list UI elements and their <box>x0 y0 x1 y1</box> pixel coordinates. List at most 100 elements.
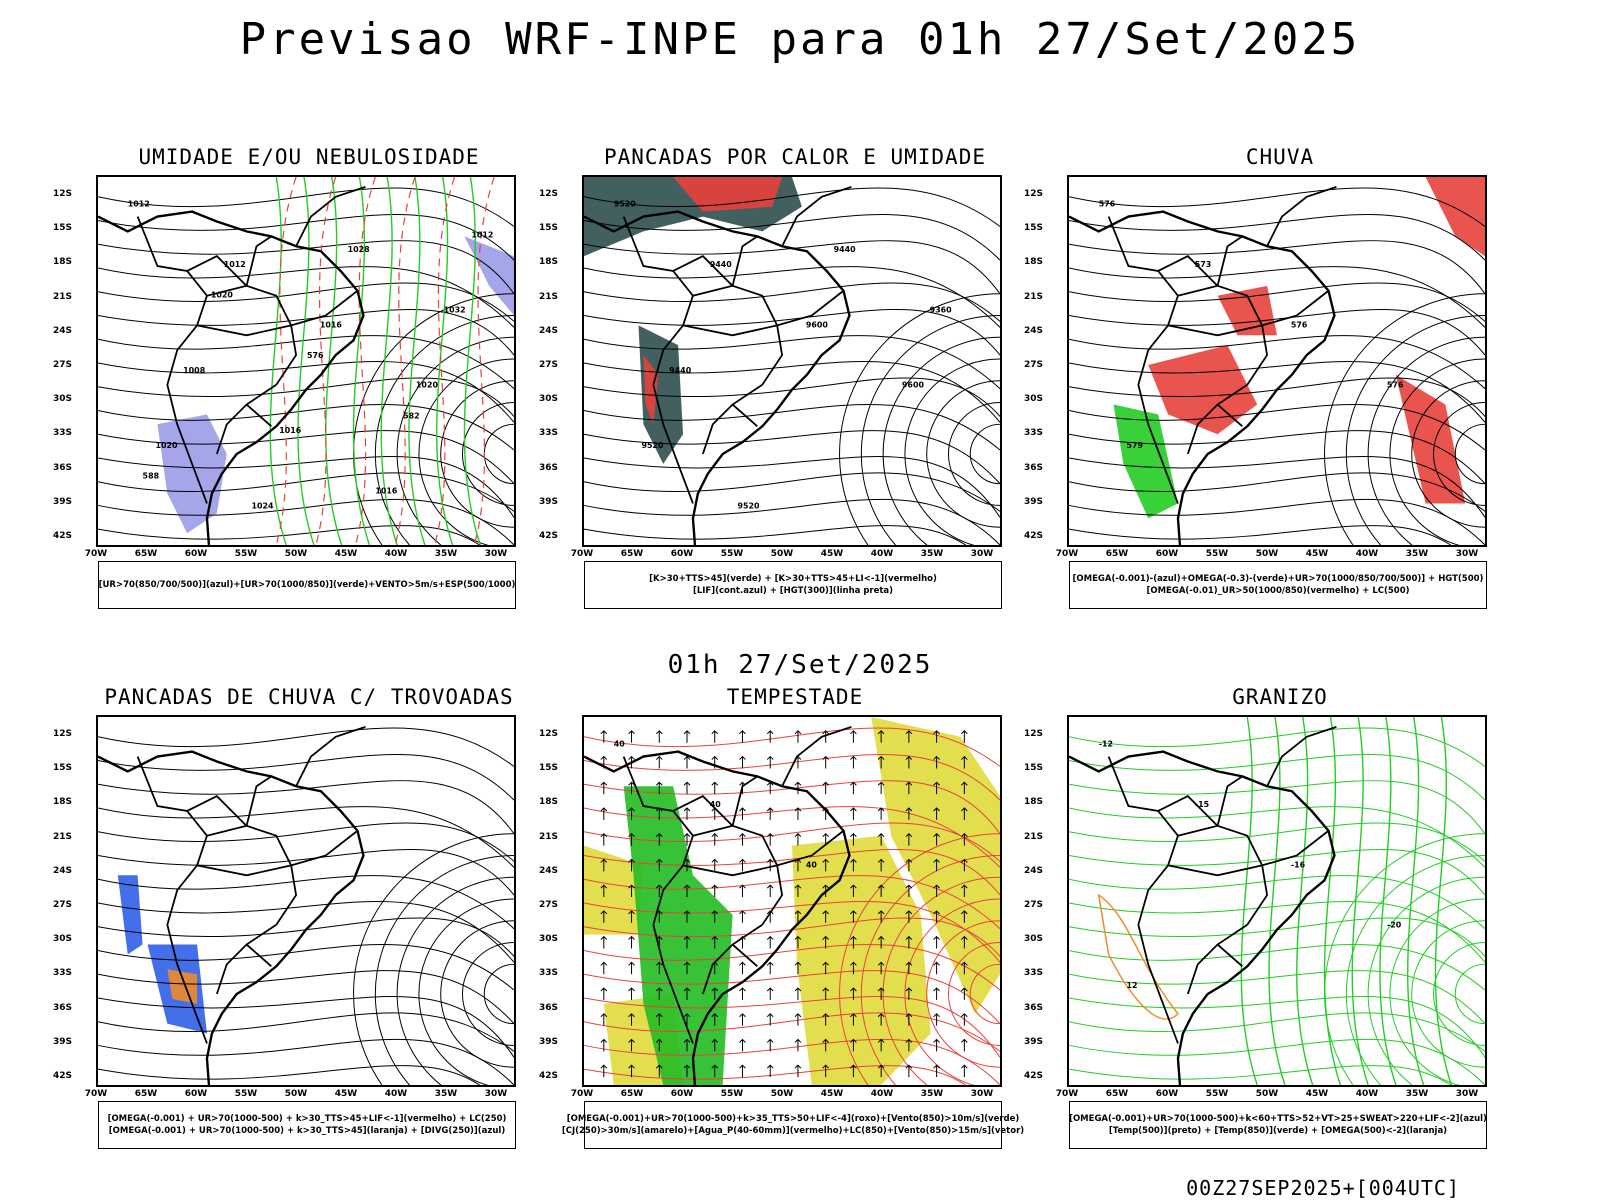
lon-tick-label: 45W <box>820 549 844 559</box>
wind-vector <box>961 987 968 1000</box>
contour-line <box>98 525 481 545</box>
country-border <box>206 284 298 386</box>
contour-line <box>1069 727 1485 767</box>
contour-line <box>1069 1065 1452 1085</box>
contour-label: 573 <box>1195 260 1212 269</box>
wind-vector <box>683 781 691 795</box>
wind-vector <box>766 807 774 820</box>
contour-line <box>98 754 514 801</box>
contour-label: 576 <box>1099 200 1116 209</box>
wind-vector <box>683 910 691 923</box>
country-border <box>186 795 248 827</box>
contour-line <box>98 308 514 356</box>
wind-vector <box>794 1038 802 1052</box>
wind-vector <box>739 910 746 923</box>
contour-arc <box>882 336 1000 545</box>
wind-vector <box>739 987 746 1000</box>
green-contour <box>1434 717 1452 1085</box>
wind-vector <box>905 910 913 923</box>
green-contour <box>380 177 398 545</box>
wind-vector <box>600 1064 608 1078</box>
lon-tick-label: 50W <box>284 549 308 559</box>
wind-vector <box>961 807 968 820</box>
contour-line <box>584 335 1000 390</box>
green-contour <box>325 177 343 545</box>
forecast-map: 576 573 576 576 579 <box>1067 175 1487 547</box>
forecast-map: 1012 1012 1016 1020 1020 1024 1028 1032 1008 1016… <box>96 175 516 547</box>
wind-vector <box>933 1038 940 1052</box>
contour-line <box>584 780 1000 835</box>
wind-vector <box>766 935 774 949</box>
forecast-map: -12 -15 -16 -20 12 <box>1067 715 1487 1087</box>
wind-vector <box>628 961 635 975</box>
wind-vector <box>655 884 663 898</box>
country-border <box>682 864 778 877</box>
lon-tick-label: 70W <box>84 549 108 559</box>
wind-vector <box>877 833 885 846</box>
lat-tick-label: 42S <box>52 1071 72 1081</box>
wind-vector <box>877 884 885 898</box>
lat-tick-label: 42S <box>538 531 558 541</box>
lon-tick-label: 40W <box>1355 1089 1379 1099</box>
lat-tick-label: 36S <box>538 1002 558 1013</box>
shaded-region <box>673 177 783 212</box>
country-border <box>1167 324 1263 337</box>
lon-tick-label: 70W <box>84 1089 108 1099</box>
wind-vector <box>961 730 968 743</box>
lon-tick-label: 35W <box>1405 549 1429 559</box>
wind-vector <box>933 1013 940 1026</box>
country-border <box>1157 255 1219 287</box>
wind-vector <box>850 961 857 975</box>
wind-vector <box>794 807 802 820</box>
lat-tick-label: 21S <box>538 831 558 842</box>
lat-tick-label: 24S <box>52 325 72 336</box>
contour-line <box>98 214 514 261</box>
wind-vector <box>655 781 663 795</box>
country-border <box>1107 756 1179 1044</box>
lat-tick-label: 21S <box>1023 291 1043 302</box>
contour-line <box>98 266 514 328</box>
red-dashed-contour <box>275 177 297 545</box>
lon-tick-label: 40W <box>870 1089 894 1099</box>
lat-tick-label: 12S <box>52 189 72 199</box>
panel-legend: [UR>70(850/700/500)](azul)+[UR>70(1000/8… <box>98 561 516 609</box>
contour-label: 40 <box>806 860 818 869</box>
contour-label: 1020 <box>211 291 234 300</box>
contour-line <box>98 943 514 991</box>
contour-line <box>1069 361 1485 423</box>
contour-label: 579 <box>1126 441 1143 450</box>
contour-line <box>1069 848 1485 896</box>
wind-vector <box>766 961 774 975</box>
wind-vector <box>905 884 913 898</box>
contour-line <box>584 943 1000 991</box>
contour-line <box>1069 282 1485 322</box>
lon-tick-label: 30W <box>484 1089 508 1099</box>
contour-line <box>1069 266 1485 328</box>
contour-label: 40 <box>614 740 626 749</box>
wind-vector <box>683 1013 691 1026</box>
contour-arc <box>926 380 1000 528</box>
contour-label: 1016 <box>279 426 302 435</box>
contour-arc <box>904 358 1000 545</box>
country-border <box>186 255 248 287</box>
lat-tick-label: 42S <box>1023 1071 1043 1081</box>
contour-line <box>584 901 1000 963</box>
wind-vector <box>905 781 913 795</box>
wind-vector <box>628 781 635 795</box>
contour-line <box>584 214 1000 261</box>
wind-vector <box>628 858 635 872</box>
wind-vector <box>711 781 719 795</box>
country-border <box>731 775 758 827</box>
green-contour <box>1351 717 1369 1085</box>
wind-vector <box>655 858 663 872</box>
contour-line <box>1069 806 1485 868</box>
lat-tick-label: 30S <box>52 394 72 405</box>
contour-line <box>584 266 1000 328</box>
wind-vector <box>683 833 691 846</box>
lon-tick-label: 60W <box>670 1089 694 1099</box>
wind-vector <box>933 935 940 949</box>
contour-line <box>1069 472 1485 512</box>
lon-tick-label: 70W <box>1055 549 1079 559</box>
lat-tick-label: 15S <box>52 223 72 234</box>
country-border <box>1107 216 1179 504</box>
